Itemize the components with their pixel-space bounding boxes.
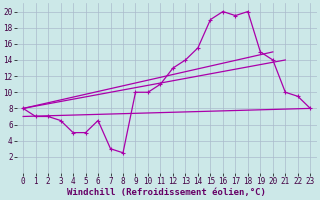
X-axis label: Windchill (Refroidissement éolien,°C): Windchill (Refroidissement éolien,°C) [67,188,266,197]
